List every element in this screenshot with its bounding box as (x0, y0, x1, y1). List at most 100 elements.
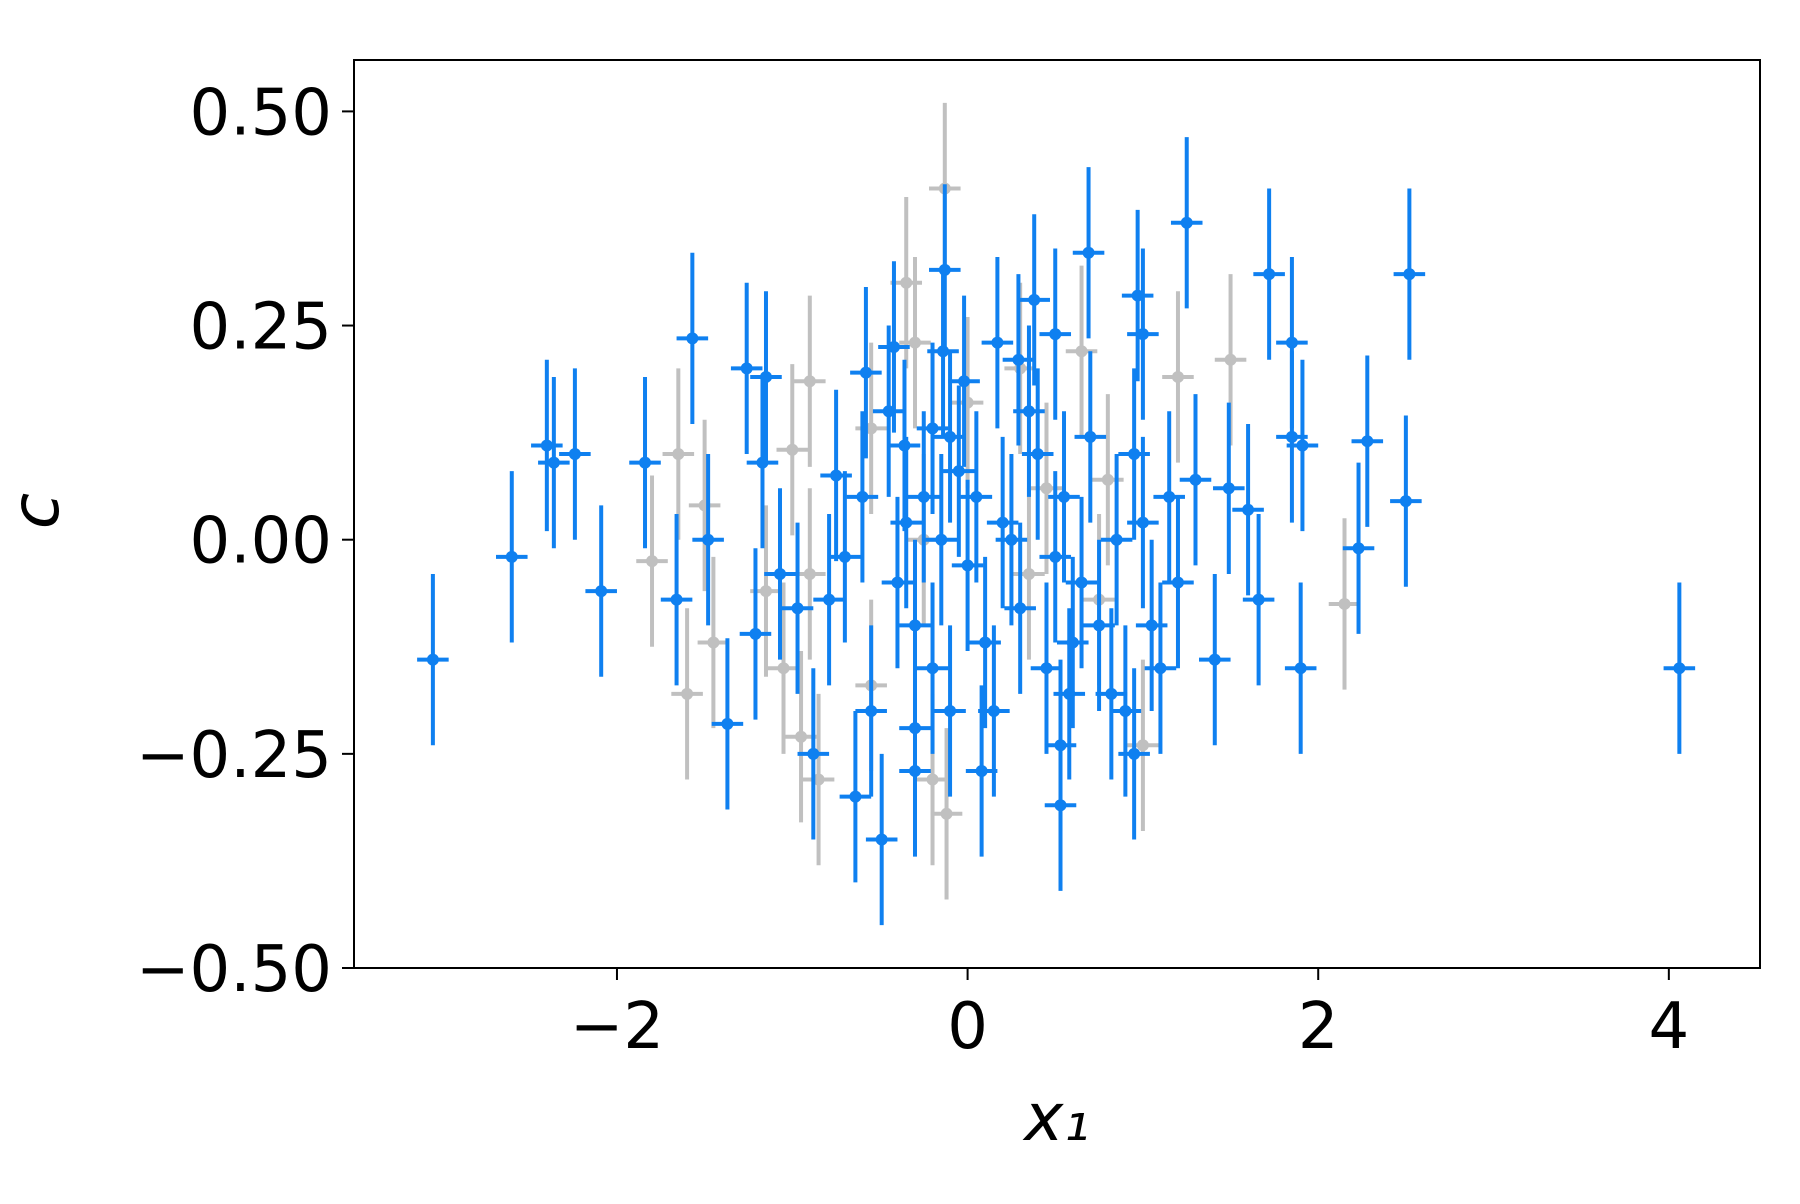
point (1136, 739, 1149, 752)
y-tick-label: 0.00 (190, 505, 333, 579)
point (803, 567, 816, 580)
point (865, 705, 878, 718)
point (803, 375, 816, 388)
point (1040, 482, 1053, 495)
point (1082, 246, 1095, 259)
y-tick-label: −0.50 (136, 933, 332, 1007)
point (1189, 473, 1202, 486)
point (908, 722, 921, 735)
point (702, 533, 715, 546)
point (774, 567, 787, 580)
point (1012, 353, 1025, 366)
point (891, 576, 904, 589)
point (707, 636, 720, 649)
point (1101, 473, 1114, 486)
point (1119, 705, 1132, 718)
point (908, 336, 921, 349)
point (900, 276, 913, 289)
point (838, 550, 851, 563)
point (1022, 405, 1035, 418)
point (926, 773, 939, 786)
point (975, 764, 988, 777)
point (882, 405, 895, 418)
point (996, 516, 1009, 529)
point (979, 636, 992, 649)
point (812, 773, 825, 786)
point (1054, 739, 1067, 752)
point (1084, 430, 1097, 443)
y-tick-label: 0.25 (190, 291, 333, 365)
point (1058, 490, 1071, 503)
point (1128, 747, 1141, 760)
point (859, 366, 872, 379)
point (830, 469, 843, 482)
x-tick-label: 2 (1298, 990, 1339, 1064)
point (1093, 619, 1106, 632)
point (991, 336, 1004, 349)
point (856, 490, 869, 503)
point (1399, 495, 1412, 508)
point (1154, 662, 1167, 675)
point (1338, 597, 1351, 610)
point (1224, 353, 1237, 366)
point (1163, 490, 1176, 503)
y-tick-label: −0.25 (136, 719, 332, 793)
point (1208, 653, 1221, 666)
point (646, 555, 659, 568)
point (540, 439, 553, 452)
point (944, 705, 957, 718)
point (1075, 345, 1088, 358)
point (1294, 662, 1307, 675)
point (1285, 430, 1298, 443)
plot-frame (353, 59, 1761, 969)
point (595, 585, 608, 598)
point (849, 790, 862, 803)
point (568, 448, 581, 461)
point (926, 422, 939, 435)
point (1040, 662, 1053, 675)
point (791, 602, 804, 615)
point (961, 559, 974, 572)
point (1252, 593, 1265, 606)
x-axis-label: x₁ (1022, 1079, 1090, 1156)
point (670, 593, 683, 606)
point (505, 550, 518, 563)
point (749, 627, 762, 640)
point (807, 747, 820, 760)
point (823, 593, 836, 606)
point (875, 833, 888, 846)
point (926, 662, 939, 675)
point (686, 332, 699, 345)
point (1066, 636, 1079, 649)
point (952, 465, 965, 478)
point (756, 456, 769, 469)
point (740, 362, 753, 375)
point (1171, 576, 1184, 589)
x-tick-label: −2 (570, 990, 664, 1064)
point (1022, 567, 1035, 580)
point (1128, 448, 1141, 461)
point (759, 585, 772, 598)
point (786, 443, 799, 456)
point (1049, 328, 1062, 341)
point (1145, 619, 1158, 632)
point (777, 662, 790, 675)
point (908, 619, 921, 632)
point (935, 533, 948, 546)
point (987, 705, 1000, 718)
point (1136, 516, 1149, 529)
point (1028, 293, 1041, 306)
point (1014, 602, 1027, 615)
point (970, 490, 983, 503)
point (721, 717, 734, 730)
point (1242, 503, 1255, 516)
point (900, 516, 913, 529)
point (1180, 216, 1193, 229)
point (1136, 328, 1149, 341)
point (1075, 576, 1088, 589)
point (1110, 533, 1123, 546)
point (426, 653, 439, 666)
point (1049, 550, 1062, 563)
point (1263, 268, 1276, 281)
